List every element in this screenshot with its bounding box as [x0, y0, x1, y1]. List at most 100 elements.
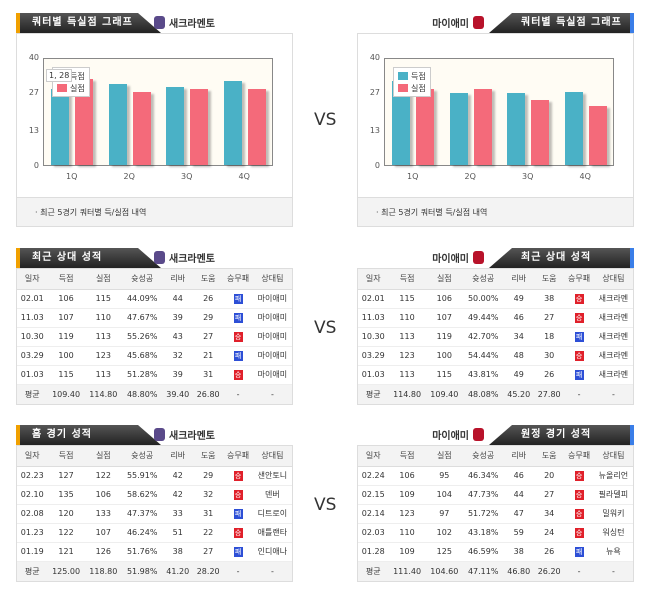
- bar-allowed[interactable]: [473, 89, 492, 165]
- table-cell: 42.70%: [462, 327, 504, 347]
- bar-allowed[interactable]: [75, 78, 93, 165]
- bar-allowed[interactable]: [247, 89, 266, 165]
- table-cell: 107: [425, 308, 463, 328]
- legend-swatch: [398, 84, 408, 92]
- table-cell: 43: [162, 327, 193, 347]
- table-cell: 20: [533, 466, 565, 486]
- y-tick-label: 27: [369, 88, 380, 98]
- y-tick-label: 27: [28, 88, 39, 98]
- bar-allowed[interactable]: [531, 100, 549, 165]
- column-header: 상대팀: [252, 269, 292, 290]
- table-cell: 119: [425, 327, 463, 347]
- table-cell: 32: [192, 485, 224, 505]
- column-header: 일자: [358, 269, 389, 290]
- result-badge: 패: [233, 350, 243, 361]
- team-label: 새크라멘토: [154, 250, 215, 265]
- table-row: 02.03 110 102 43.18% 59 24 승 워싱턴: [358, 523, 633, 543]
- result-cell: 승: [223, 365, 253, 385]
- result-badge: 승: [574, 527, 584, 538]
- table-cell: 51.28%: [121, 365, 163, 385]
- table-cell: 마이애미: [252, 346, 292, 366]
- result-cell: 패: [564, 327, 594, 347]
- table-row: 02.08 120 133 47.37% 33 31 패 디트로이: [17, 504, 292, 524]
- result-badge: 패: [574, 546, 584, 557]
- table-cell: 123: [388, 504, 426, 524]
- table-cell: 106: [388, 466, 426, 486]
- bar-allowed[interactable]: [132, 92, 151, 165]
- chart-tooltip: 1, 28: [46, 69, 73, 82]
- table-cell: 123: [388, 346, 426, 366]
- table-cell: 50.00%: [462, 289, 504, 309]
- table-cell: 110: [388, 308, 426, 328]
- table-row: 02.24 106 95 46.34% 46 20 승 뉴올리언: [358, 466, 633, 486]
- column-header: 슛성공: [462, 269, 504, 290]
- average-cell: -: [252, 384, 292, 404]
- result-badge: 승: [574, 508, 584, 519]
- bar-scored[interactable]: [108, 84, 127, 165]
- table-row: 11.03 110 107 49.44% 46 27 승 새크라멘: [358, 308, 633, 328]
- result-badge: 패: [233, 293, 243, 304]
- average-cell: 26.20: [533, 561, 565, 581]
- table-cell: 97: [425, 504, 463, 524]
- legend-label: 실점: [70, 83, 85, 93]
- table-cell: 95: [425, 466, 463, 486]
- table-cell: 26: [533, 365, 565, 385]
- result-badge: 승: [233, 470, 243, 481]
- y-tick-label: 13: [28, 125, 39, 135]
- table-cell: 01.03: [358, 365, 389, 385]
- section-tab: 쿼터별 득실점 그래프: [16, 13, 161, 33]
- column-header: 상대팀: [593, 446, 633, 467]
- result-badge: 패: [233, 312, 243, 323]
- legend-item: 실점: [398, 82, 426, 94]
- sacramento-logo-icon: [154, 251, 165, 264]
- average-cell: 114.80: [388, 384, 426, 404]
- stats-panel: 원정 경기 성적 마이애미 일자 득점 실점 슛성공 리바 도움 승무패 상대팀 02.24 10…: [357, 425, 634, 582]
- stats-panel: 최근 상대 성적 새크라멘토 일자 득점 실점 슛성공 리바 도움 승무패 상대팀 02.01 1…: [16, 248, 293, 405]
- table-cell: 밀워키: [593, 504, 633, 524]
- table-cell: 30: [533, 346, 565, 366]
- average-cell: 평균: [358, 561, 389, 581]
- table-cell: 133: [84, 504, 122, 524]
- bar-scored[interactable]: [223, 81, 242, 165]
- table-cell: 27: [533, 308, 565, 328]
- table-cell: 27: [192, 542, 224, 562]
- bar-allowed[interactable]: [416, 89, 434, 165]
- section-tab: 최근 상대 성적: [16, 248, 161, 268]
- plot-area: 득점 실점: [384, 58, 614, 166]
- average-cell: -: [223, 384, 253, 404]
- average-cell: 109.40: [47, 384, 85, 404]
- result-badge: 승: [233, 527, 243, 538]
- column-header: 득점: [47, 446, 85, 467]
- right-chart-panel: 쿼터별 득실점 그래프 마이애미 · 최근 5경기 쿼터별 득/실점 내역 득점…: [357, 13, 634, 227]
- table-cell: 109: [388, 485, 426, 505]
- result-badge: 승: [233, 489, 243, 500]
- legend-item: 실점: [57, 82, 85, 94]
- bar-scored[interactable]: [564, 92, 583, 165]
- bar-scored[interactable]: [166, 86, 184, 165]
- table-cell: 113: [84, 365, 122, 385]
- y-tick-label: 0: [33, 161, 39, 170]
- table-cell: 뉴욕: [593, 542, 633, 562]
- table-cell: 31: [192, 504, 224, 524]
- table-cell: 새크라멘: [593, 308, 633, 328]
- bar-scored[interactable]: [449, 93, 468, 165]
- table-cell: 109: [388, 542, 426, 562]
- table-cell: 44: [162, 289, 193, 309]
- column-header: 승무패: [223, 446, 253, 467]
- table-cell: 46.24%: [121, 523, 163, 543]
- table-cell: 106: [84, 485, 122, 505]
- result-cell: 승: [223, 466, 253, 486]
- bar-scored[interactable]: [51, 89, 69, 165]
- table-cell: 43.81%: [462, 365, 504, 385]
- table-cell: 02.01: [358, 289, 389, 309]
- average-row: 평균 125.00 118.80 51.98% 41.20 28.20- -: [17, 561, 292, 581]
- table-cell: 38: [533, 289, 565, 309]
- bar-allowed[interactable]: [588, 105, 607, 165]
- bar-allowed[interactable]: [190, 89, 208, 165]
- average-cell: 118.80: [84, 561, 122, 581]
- bar-scored[interactable]: [507, 93, 525, 165]
- table-cell: 34: [503, 327, 534, 347]
- bar-scored[interactable]: [392, 81, 410, 165]
- left-chart-panel: 쿼터별 득실점 그래프 새크라멘토 · 최근 5경기 쿼터별 득/실점 내역 득…: [16, 13, 293, 227]
- column-header: 슛성공: [121, 269, 163, 290]
